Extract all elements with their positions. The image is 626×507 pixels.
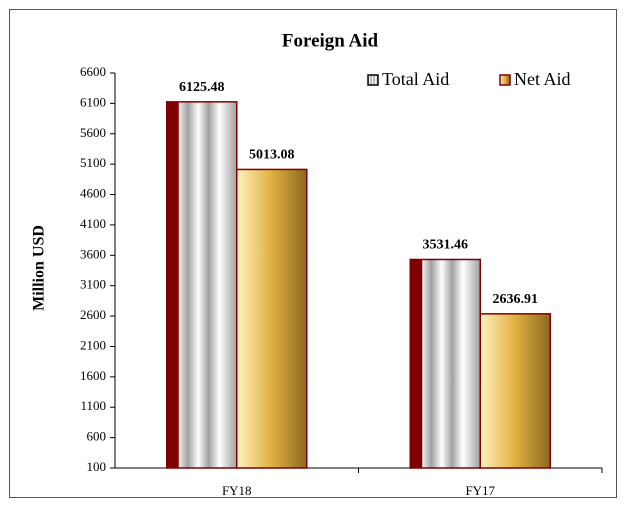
y-tick-label: 2600	[80, 307, 106, 322]
value-label: 5013.08	[249, 148, 295, 163]
y-tick-label: 1100	[80, 398, 106, 413]
value-label: 2636.91	[493, 292, 539, 307]
bar-side	[410, 259, 423, 468]
value-label: 6125.48	[179, 80, 225, 95]
y-axis-label: Million USD	[31, 225, 48, 311]
y-tick-label: 5600	[80, 125, 106, 140]
legend-swatch	[367, 74, 379, 86]
y-tick-label: 3100	[80, 277, 106, 292]
y-tick-label: 2100	[80, 337, 106, 352]
legend-label: Net Aid	[514, 69, 571, 89]
y-tick-label: 1600	[80, 368, 106, 383]
y-tick-label: 6600	[80, 64, 106, 79]
y-tick-label: 4100	[80, 216, 106, 231]
y-tick-label: 3600	[80, 246, 106, 261]
legend-swatch	[499, 74, 511, 86]
bar-side	[166, 101, 179, 468]
x-tick-label: FY17	[465, 483, 495, 498]
bar	[236, 168, 308, 469]
chart-frame	[9, 9, 617, 498]
bar	[479, 313, 551, 469]
legend-label: Total Aid	[382, 69, 449, 89]
value-label: 3531.46	[423, 238, 469, 253]
y-tick-label: 4600	[80, 186, 106, 201]
chart-title: Foreign Aid	[282, 30, 379, 51]
y-tick-label: 600	[87, 429, 107, 444]
y-tick-label: 5100	[80, 155, 106, 170]
y-tick-label: 6100	[80, 94, 106, 109]
y-tick-label: 100	[87, 459, 107, 474]
x-tick-label: FY18	[222, 483, 252, 498]
